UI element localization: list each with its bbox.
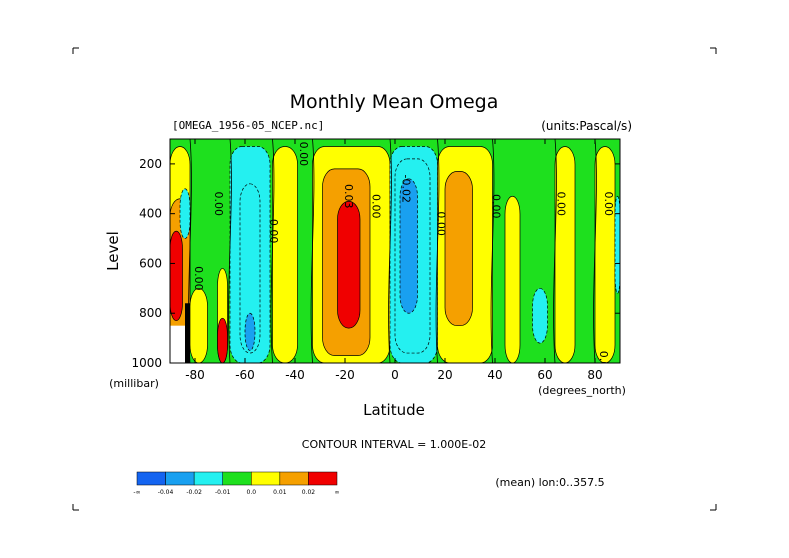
colorbar-cell-3 <box>222 471 252 486</box>
zero-contour-line-3 <box>310 139 315 363</box>
x-axis-tick-label-3: -20 <box>335 368 355 382</box>
colorbar: -∞ -0.04 -0.02 -0.01 0.0 0.01 0.02 ∞ <box>133 471 340 496</box>
x-axis-unit-label: (degrees_north) <box>538 384 626 397</box>
y-axis-title: Level <box>104 231 122 271</box>
zero-contour-line-2 <box>270 139 275 363</box>
x-axis-tick-label-7: 60 <box>537 368 552 382</box>
zero-contour-line-7 <box>553 139 557 363</box>
mean-longitude-note: (mean) lon:0..357.5 <box>495 476 604 489</box>
y-axis-tick-label-4: 1000 <box>131 356 162 370</box>
colorbar-label-3: -0.01 <box>215 489 231 496</box>
zero-contour-line-4 <box>388 139 392 363</box>
x-axis-tick-label-1: -60 <box>235 368 255 382</box>
contour-label-2: 0.00 <box>297 142 310 167</box>
x-axis-tick-label-5: 20 <box>437 368 452 382</box>
contour-region-20 <box>532 287 548 344</box>
dataset-label: [OMEGA_1956-05_NCEP.nc] <box>172 119 324 132</box>
corner-mark-top-right <box>710 47 717 54</box>
corner-marks <box>72 47 717 511</box>
x-axis-tick-label-6: 40 <box>487 368 502 382</box>
colorbar-label-0: -∞ <box>133 489 140 496</box>
contour-region-13 <box>337 200 361 329</box>
colorbar-cell-1 <box>165 471 195 486</box>
colorbar-cell-0 <box>136 471 166 486</box>
zero-contour-line-8 <box>593 139 597 363</box>
contour-region-23 <box>614 195 620 294</box>
contour-label-4: 0.00 <box>370 194 383 219</box>
axes: -80 -60 -40 -20 0 20 40 60 80 200 400 600 800 1000 <box>131 139 620 382</box>
y-axis-tick-label-1: 400 <box>139 207 162 221</box>
colorbar-label-6: 0.02 <box>302 489 316 496</box>
colorbar-label-2: -0.02 <box>186 489 202 496</box>
units-label: (units:Pascal/s) <box>541 119 632 133</box>
zero-contour-line-5 <box>435 139 440 363</box>
x-axis-tick-label-8: 80 <box>587 368 602 382</box>
x-axis-tick-label-0: -80 <box>185 368 205 382</box>
contour-region-9 <box>244 312 256 351</box>
contour-label-10: 0.00 <box>192 266 205 291</box>
contour-label-5: -0.02 <box>400 175 413 203</box>
colorbar-cell-5 <box>279 471 309 486</box>
corner-mark-top-left <box>72 47 79 54</box>
colorbar-label-1: -0.04 <box>158 489 174 496</box>
contour-label-7: 0.00 <box>490 194 503 219</box>
zero-contour-line-0 <box>188 139 192 363</box>
contour-label-9: 0.00 <box>602 191 615 216</box>
zero-contour-line-1 <box>228 139 232 363</box>
corner-mark-bottom-right <box>710 504 717 511</box>
contour-labels: 0.00 0.00 0.00 0.03 0.00 -0.02 0.00 0.00 0.00 0.0… <box>192 142 615 376</box>
colorbar-cell-2 <box>193 471 223 486</box>
contour-region-22 <box>594 146 616 363</box>
y-axis-tick-label-2: 600 <box>139 256 162 270</box>
plot-area: 0.00 0.00 0.00 0.03 0.00 -0.02 0.00 0.00 0.00 0.0… <box>169 138 621 376</box>
contour-label-3: 0.03 <box>342 184 355 209</box>
colorbar-label-5: 0.01 <box>273 489 287 496</box>
chart-title: Monthly Mean Omega <box>290 91 499 113</box>
contour-region-16 <box>399 178 418 314</box>
colorbar-cell-6 <box>308 471 338 486</box>
x-axis-tick-label-4: 0 <box>391 368 399 382</box>
contour-region-10 <box>272 146 298 363</box>
contour-label-1: 0.00 <box>267 219 280 244</box>
missing-data-mask <box>170 303 190 363</box>
contour-label-8: 0.00 <box>555 191 568 216</box>
x-axis-tick-label-2: -40 <box>285 368 305 382</box>
y-axis-tick-label-3: 800 <box>139 306 162 320</box>
zero-contour-line-6 <box>490 139 495 363</box>
zero-contour-lines <box>188 139 597 363</box>
contour-region-6 <box>217 317 228 363</box>
contour-label-6: 0.00 <box>435 211 448 236</box>
missing-data-block-0 <box>170 325 185 363</box>
y-axis-tick-label-0: 200 <box>139 157 162 171</box>
contour-label-0: 0.00 <box>212 191 225 216</box>
y-axis-unit-label: (millibar) <box>109 377 159 390</box>
contour-interval-text: CONTOUR INTERVAL = 1.000E-02 <box>302 438 486 451</box>
contour-region-21 <box>554 146 576 363</box>
x-axis-title: Latitude <box>363 401 425 419</box>
colorbar-label-7: ∞ <box>335 489 340 496</box>
contour-label-11: 0.00 <box>597 351 610 376</box>
colorbar-label-4: 0.0 <box>247 489 257 496</box>
contour-region-18 <box>444 171 473 327</box>
missing-data-block-1 <box>185 303 190 363</box>
colorbar-cell-4 <box>251 471 281 486</box>
corner-mark-bottom-left <box>72 504 79 511</box>
contour-fill-regions <box>170 146 620 363</box>
contour-region-19 <box>504 195 521 363</box>
contour-region-3 <box>189 287 208 363</box>
contour-region-2 <box>170 230 183 322</box>
contour-region-8 <box>239 183 261 354</box>
contour-region-4 <box>179 188 191 239</box>
